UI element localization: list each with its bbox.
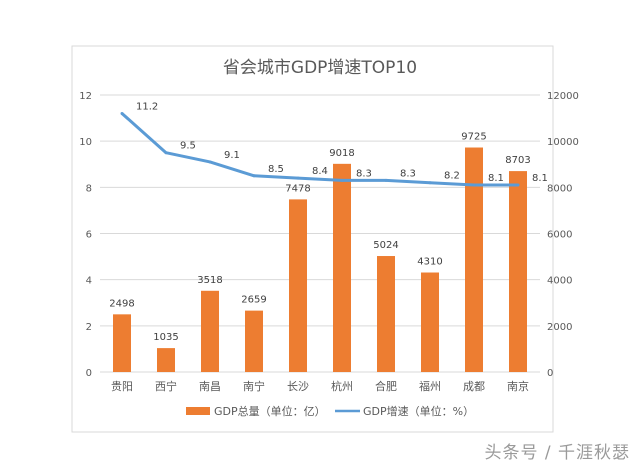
left-tick-label: 0 [86,368,92,379]
growth-value-label: 8.3 [356,168,372,179]
left-tick-label: 4 [86,276,92,287]
right-tick-label: 12000 [547,91,579,102]
growth-value-label: 8.5 [268,164,284,175]
growth-point [472,183,476,187]
growth-value-label: 8.4 [312,166,328,177]
growth-point [164,151,168,155]
right-tick-label: 4000 [547,276,572,287]
growth-value-label: 9.1 [224,150,240,161]
bar-value-label: 5024 [373,240,398,251]
category-label: 福州 [419,379,441,393]
bar-南京 [509,171,527,372]
bar-value-label: 9725 [461,132,486,143]
growth-point [120,111,124,115]
bar-西宁 [157,348,175,372]
category-label: 长沙 [287,380,309,393]
bar-成都 [465,147,483,372]
growth-point [208,160,212,164]
right-tick-label: 2000 [547,322,572,333]
growth-point [252,174,256,178]
bar-value-label: 2659 [241,295,266,306]
growth-point [516,183,520,187]
growth-line-path [121,112,518,187]
right-tick-label: 6000 [547,230,572,241]
category-labels: 贵阳 西宁 南昌 南宁 长沙 杭州 合肥 福州 成都 南京 [111,379,529,393]
bar-value-label: 9018 [329,148,354,159]
growth-value-label: 11.2 [136,101,158,112]
right-tick-label: 8000 [547,183,572,194]
line-labels: 11.2 9.5 9.1 8.5 8.4 8.3 8.3 8.2 8.1 8.1 [136,101,548,184]
bar-南宁 [245,310,263,372]
growth-value-label: 8.1 [488,173,504,184]
bar-value-label: 3518 [197,275,222,286]
category-label: 南昌 [199,380,221,393]
growth-value-label: 9.5 [180,141,196,152]
category-label: 西宁 [155,379,177,393]
growth-value-label: 8.1 [532,173,548,184]
category-label: 杭州 [331,379,353,393]
category-label: 贵阳 [111,380,133,393]
bar-福州 [421,272,439,372]
bar-贵阳 [113,314,131,372]
bar-value-label: 7478 [285,183,310,194]
bar-value-label: 4310 [417,257,442,268]
bar-合肥 [377,256,395,372]
right-tick-label: 0 [547,368,553,379]
growth-point [296,176,300,180]
legend-bar-label: GDP总量（单位：亿） [214,404,326,418]
growth-point [428,181,432,185]
right-tick-label: 10000 [547,137,579,148]
growth-value-label: 8.3 [400,168,416,179]
left-tick-label: 2 [86,322,92,333]
bar-南昌 [201,290,219,372]
legend-line-label: GDP增速（单位：%） [363,404,474,418]
right-axis: 0 2000 4000 6000 8000 10000 12000 [547,91,579,379]
bars [113,147,527,372]
legend: GDP总量（单位：亿） GDP增速（单位：%） [186,404,474,418]
bar-杭州 [333,163,351,372]
category-label: 南京 [507,379,529,393]
growth-point [384,178,388,182]
chart-title: 省会城市GDP增速TOP10 [223,58,417,78]
category-label: 合肥 [375,379,397,393]
growth-value-label: 8.2 [444,171,460,182]
bar-value-label: 1035 [153,332,178,343]
left-axis: 0 2 4 6 8 10 12 [79,91,92,379]
left-tick-label: 6 [86,230,92,241]
left-tick-label: 8 [86,183,92,194]
category-label: 成都 [463,380,485,393]
left-tick-label: 10 [79,137,92,148]
bar-长沙 [289,199,307,372]
growth-line [120,111,520,187]
category-label: 南宁 [243,379,265,393]
left-tick-label: 12 [79,91,92,102]
bar-value-label: 8703 [505,155,530,166]
growth-point [340,178,344,182]
watermark: 头条号 / 千涯秋瑟 [484,443,630,463]
legend-bar-swatch [186,407,210,415]
bar-labels: 2498 1035 3518 2659 7478 9018 5024 4310 9725 8703 [109,132,530,344]
bar-value-label: 2498 [109,298,134,309]
